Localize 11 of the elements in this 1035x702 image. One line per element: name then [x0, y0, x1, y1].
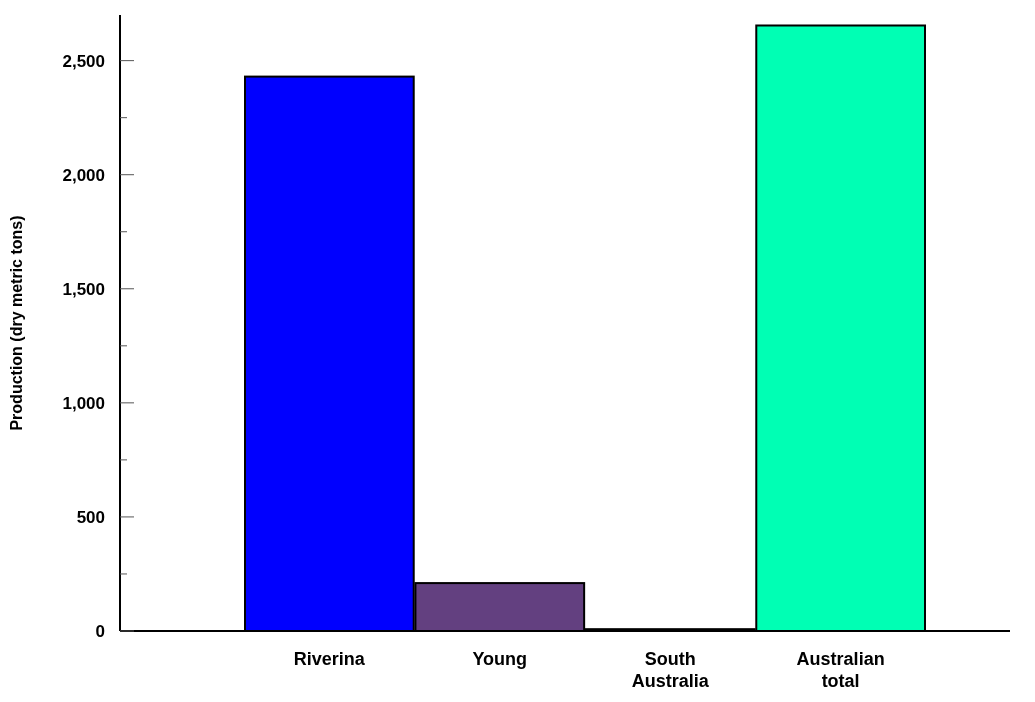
x-tick-label: Australian total — [796, 649, 885, 691]
y-tick-label: 2,000 — [62, 165, 105, 185]
y-tick-label: 0 — [95, 621, 105, 641]
y-tick-label: 500 — [76, 507, 105, 527]
y-tick-label: 1,000 — [62, 393, 105, 413]
x-tick-label: Young — [472, 649, 528, 669]
y-axis-title: Production (dry metric tons) — [8, 215, 25, 431]
y-tick-label: 1,500 — [62, 279, 105, 299]
y-tick-label: 2,500 — [62, 51, 105, 71]
x-tick-label: South Australia — [631, 649, 710, 691]
x-tick-label: Riverina — [293, 649, 366, 669]
